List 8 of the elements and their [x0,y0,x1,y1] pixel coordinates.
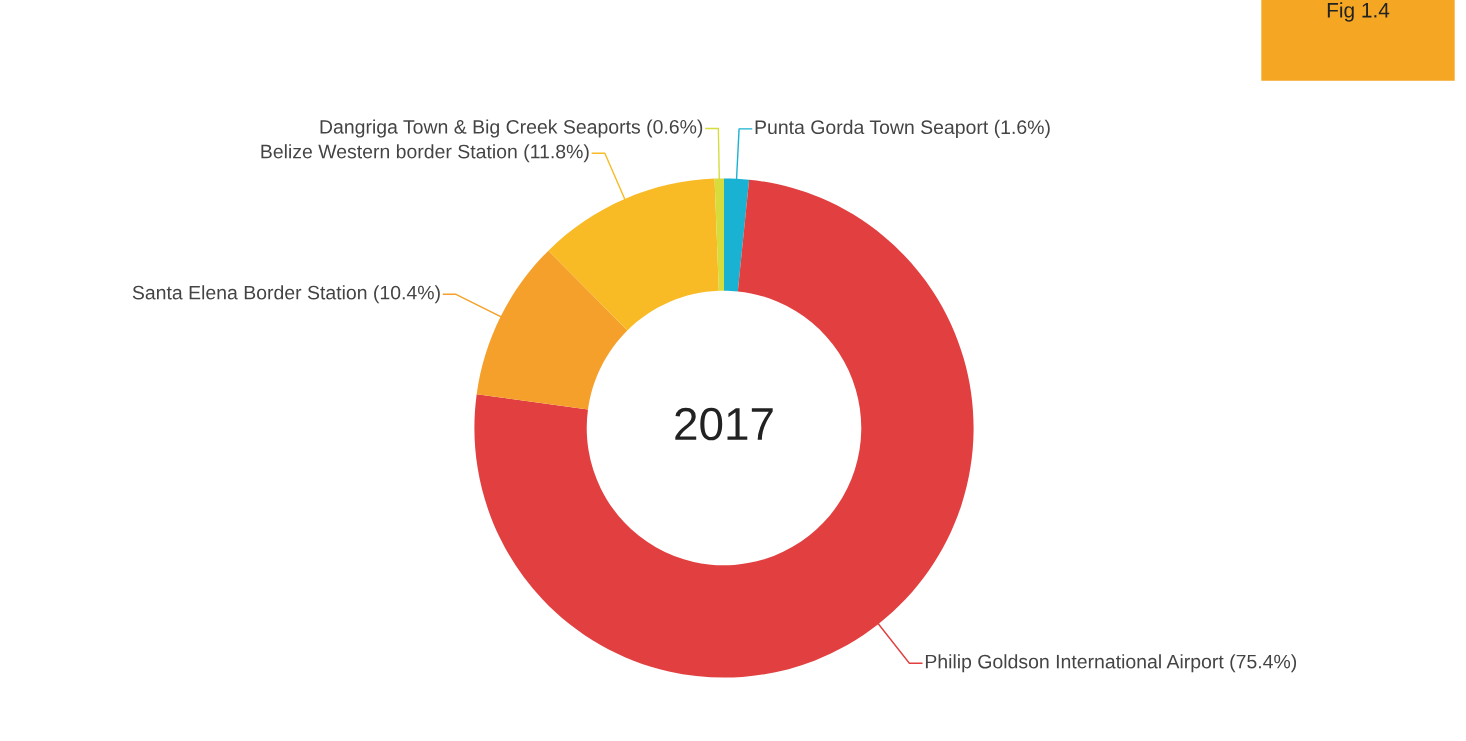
slice-label: Santa Elena Border Station (10.4%) [132,285,440,304]
slice-label: Dangriga Town & Big Creek Seaports (0.6%) [320,119,703,138]
slice-label: Punta Gorda Town Seaport (1.6%) [755,119,1050,138]
slice-label: Philip Goldson International Airport (75.4%) [925,654,1297,673]
donut-slice [474,179,974,678]
slice-label: Belize Western border Station (11.8%) [261,144,589,163]
text: 2017 [675,407,773,441]
caption: Fig 1.4 [1327,2,1390,22]
